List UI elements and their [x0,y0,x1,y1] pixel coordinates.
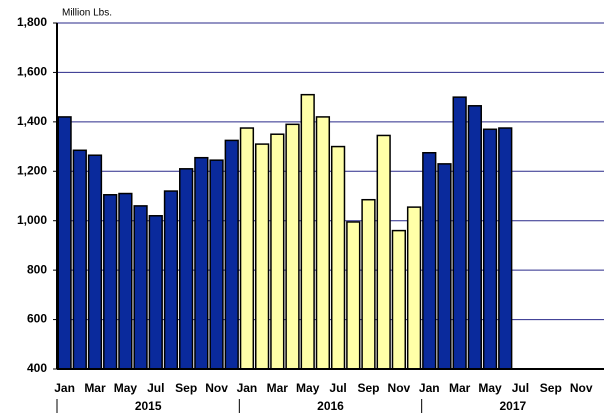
x-tick-label: May [478,381,502,395]
bar [437,163,452,370]
y-tick-label: 800 [27,262,47,276]
bar [103,194,118,370]
x-tick-label: May [296,381,320,395]
group-label: 2015 [135,399,162,413]
y-tick-label: 1,400 [17,114,47,128]
y-tick-label: 400 [27,361,47,375]
bar [239,127,255,370]
bar [300,93,315,370]
bar [330,145,346,370]
bar [72,149,87,370]
bar [133,205,148,370]
bar [406,206,422,370]
bar [315,116,331,370]
y-tick-label: 1,800 [17,15,47,29]
x-tick-label: Sep [175,381,197,395]
x-tick-label: Jul [329,381,346,395]
x-tick-label: Jan [54,381,75,395]
bar [87,154,103,370]
x-tick-label: Mar [449,381,471,395]
x-tick-label: Jul [147,381,164,395]
bar [209,159,224,370]
bar [346,221,361,370]
bar [148,215,163,370]
bar [57,116,72,370]
x-tick-label: Jul [512,381,529,395]
y-tick-label: 600 [27,312,47,326]
bar [224,139,239,370]
bar [361,198,376,370]
y-tick-label: 1,600 [17,65,47,79]
bar [467,105,482,370]
x-tick-label: Sep [357,381,379,395]
group-label: 2017 [499,399,526,413]
y-tick-label: 1,200 [17,163,47,177]
x-tick-label: Jan [237,381,258,395]
x-tick-label: Nov [205,381,228,395]
bar [391,229,407,370]
bar [270,133,285,370]
bar [376,134,391,370]
bar [452,96,467,370]
x-tick-label: Nov [388,381,411,395]
x-tick-label: May [114,381,138,395]
x-tick-label: Mar [267,381,289,395]
y-unit-label: Million Lbs. [62,8,112,19]
bar [163,190,179,370]
bar [254,143,270,370]
bar [118,192,133,370]
bar [179,168,194,370]
bar [498,127,513,370]
bar [482,128,498,370]
x-tick-label: Nov [570,381,593,395]
bar [285,123,300,370]
x-tick-label: Sep [540,381,562,395]
x-tick-label: Jan [419,381,440,395]
bar [194,156,209,370]
bar [422,152,437,370]
x-tick-label: Mar [84,381,106,395]
group-label: 2016 [317,399,344,413]
y-tick-label: 1,000 [17,213,47,227]
